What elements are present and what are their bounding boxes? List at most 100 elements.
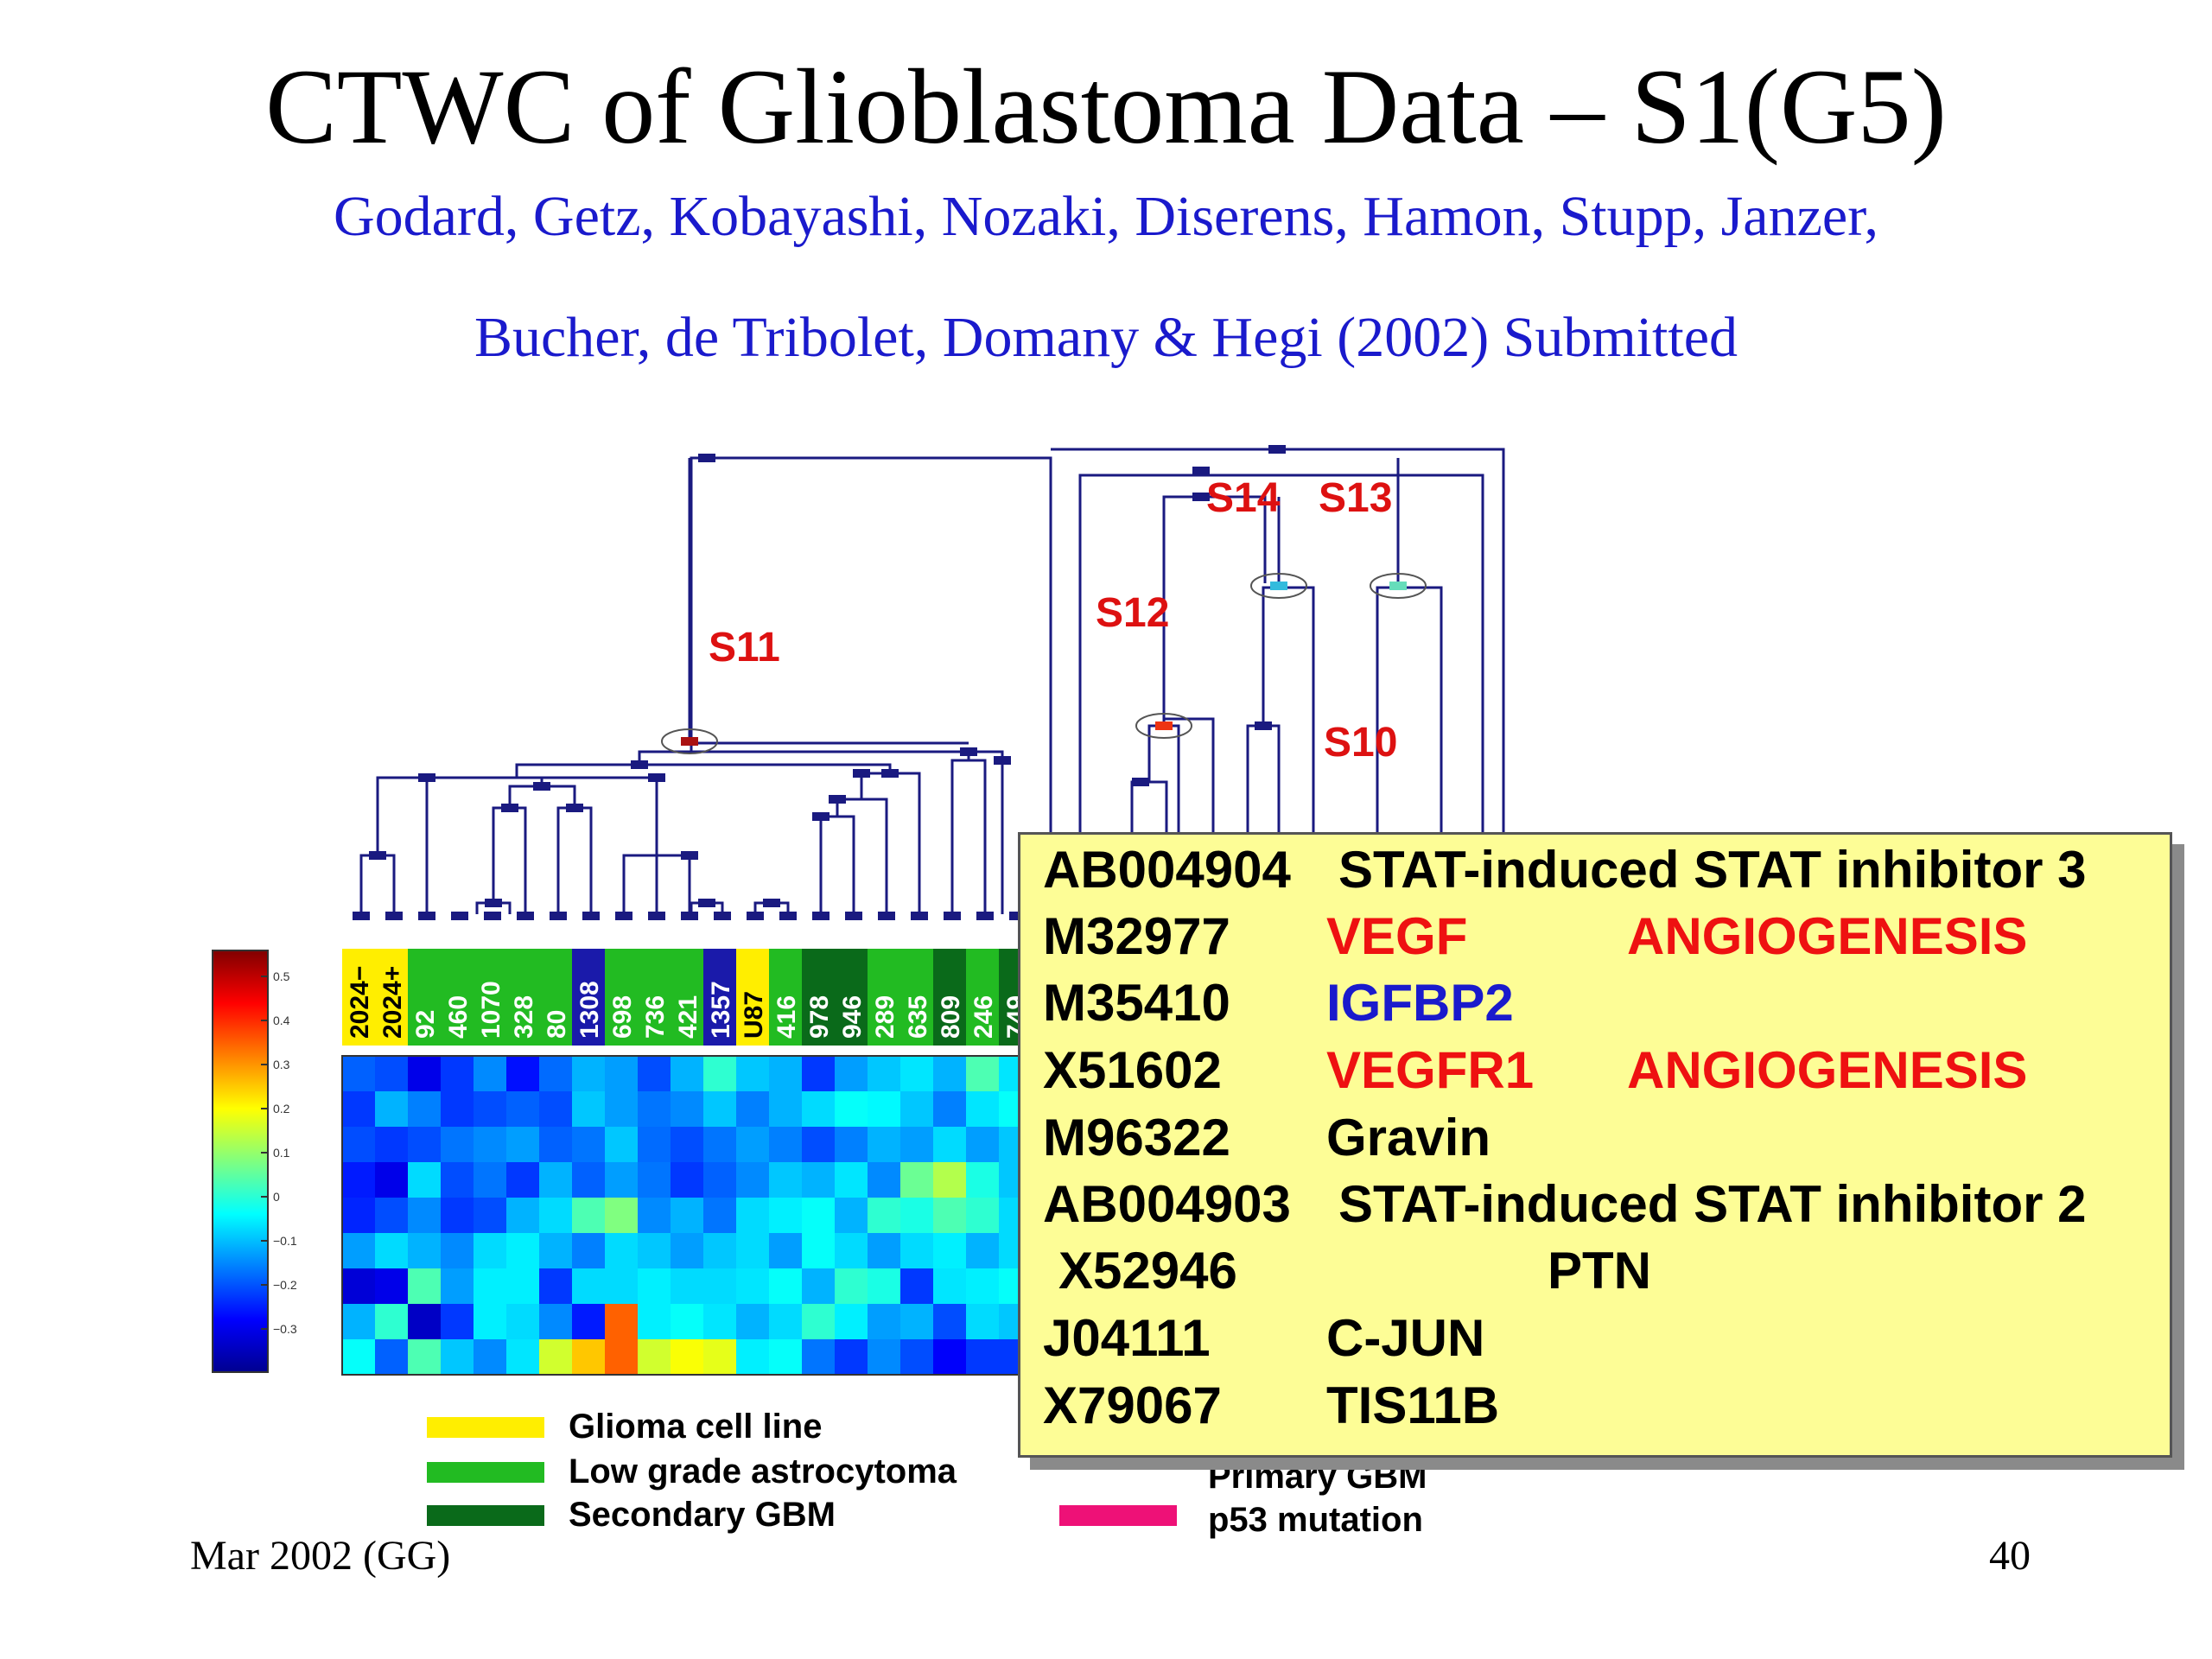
dendrogram-node-highlight [1250,573,1307,599]
heatmap-cell [572,1127,605,1162]
colorbar-tick-label: −0.2 [273,1278,297,1292]
heatmap-cell [802,1056,835,1091]
heatmap-cell [375,1233,408,1268]
dendrogram-node [1155,721,1173,730]
legend-swatch-low-grade [427,1462,544,1483]
heatmap-cell [506,1091,539,1127]
sample-category-cell [506,949,539,1046]
heatmap-cell [868,1233,900,1268]
heatmap-cell [933,1268,966,1304]
heatmap-cell [703,1162,736,1198]
sample-category-cell [703,949,736,1046]
sample-category-cell [966,949,999,1046]
gene-pathway: ANGIOGENESIS [1627,1041,2028,1099]
heatmap-cell [933,1162,966,1198]
heatmap-cell [441,1056,474,1091]
dendrogram-node [1270,582,1287,590]
heatmap-cell [868,1056,900,1091]
heatmap-cell [605,1198,638,1233]
dendrogram-node [485,899,502,907]
heatmap-cell [572,1091,605,1127]
heatmap-cell [441,1198,474,1233]
heatmap-cell [703,1056,736,1091]
legend-label-secondary: Secondary GBM [569,1496,836,1534]
gene-name: Gravin [1326,1109,1491,1166]
heatmap-cell [769,1233,802,1268]
heatmap-cell [769,1091,802,1127]
heatmap-cell [605,1127,638,1162]
heatmap-cell [474,1162,506,1198]
gene-name: PTN [1548,1242,1651,1300]
sample-label: 2024+ [378,966,407,1039]
heatmap-cell [933,1304,966,1339]
legend: Glioma cell line Low grade astrocytoma S… [427,1408,1427,1539]
sample-category-cell [769,949,802,1046]
dendrogram-branch [1262,586,1315,864]
dendrogram-node [960,747,977,756]
heatmap-cell [703,1304,736,1339]
heatmap-cell [408,1127,441,1162]
sample-category-cell [375,949,408,1046]
heatmap-cell [375,1056,408,1091]
heatmap-cell [474,1268,506,1304]
gene-name: STAT-induced STAT inhibitor 2 [1338,1175,2087,1233]
gene-name: C-JUN [1326,1309,1485,1367]
colorbar-tick-label: −0.1 [273,1234,297,1248]
dendrogram-node [714,912,731,920]
heatmap-cell [506,1304,539,1339]
heatmap-cell [802,1162,835,1198]
heatmap-cell [572,1339,605,1375]
heatmap-cell [868,1339,900,1375]
dendrogram-node [566,804,583,812]
heatmap-cell [802,1304,835,1339]
dendrogram-node [878,912,895,920]
heatmap-cell [506,1198,539,1233]
sample-category-cell [868,949,900,1046]
heatmap-cell [605,1268,638,1304]
heatmap-cell [506,1162,539,1198]
heatmap-cell [933,1198,966,1233]
heatmap-cell [736,1268,769,1304]
heatmap-cell [769,1198,802,1233]
heatmap-cell [441,1162,474,1198]
heatmap-cell [375,1268,408,1304]
dendrogram-node [812,912,830,920]
gene-accession: M96322 [1043,1109,1230,1166]
sample-label: 736 [641,995,670,1039]
heatmap-cell [506,1339,539,1375]
dendrogram-node [1255,721,1272,730]
sample-category-cell [802,949,835,1046]
heatmap-cell [868,1268,900,1304]
gene-accession: X51602 [1043,1041,1222,1099]
heatmap-cell [638,1339,671,1375]
heatmap-cell [474,1056,506,1091]
footer-date: Mar 2002 (GG) [190,1533,451,1579]
heatmap-cell [441,1233,474,1268]
heatmap-cell [835,1339,868,1375]
dendrogram-node [1132,778,1149,786]
colorbar-gradient [212,950,269,1373]
heatmap-cell [572,1162,605,1198]
heatmap-cell [736,1304,769,1339]
cluster-label-s10: S10 [1324,720,1397,766]
dendrogram-node [484,912,501,920]
sample-category-cell [736,949,769,1046]
heatmap-cell [835,1162,868,1198]
heatmap-cell [835,1056,868,1091]
legend-swatch-glioma [427,1417,544,1438]
heatmap-cell [868,1162,900,1198]
authors-line-2: Bucher, de Tribolet, Domany & Hegi (2002… [474,306,1738,369]
dendrogram-node [648,912,665,920]
gene-pathway: ANGIOGENESIS [1627,907,2028,965]
dendrogram-branch [376,776,429,914]
gene-list-box: AB004904 STAT-induced STAT inhibitor 3 M32… [1018,832,2172,1458]
heatmap-cell [966,1056,999,1091]
legend-label-primary: Primary GBM [1208,1458,1427,1496]
sample-category-cell [539,949,572,1046]
heatmap-cell [441,1091,474,1127]
gene-accession: X79067 [1043,1376,1222,1434]
heatmap-cell [506,1056,539,1091]
heatmap-cell [868,1127,900,1162]
sample-label: U87 [740,991,768,1039]
dendrogram-node [763,899,780,907]
